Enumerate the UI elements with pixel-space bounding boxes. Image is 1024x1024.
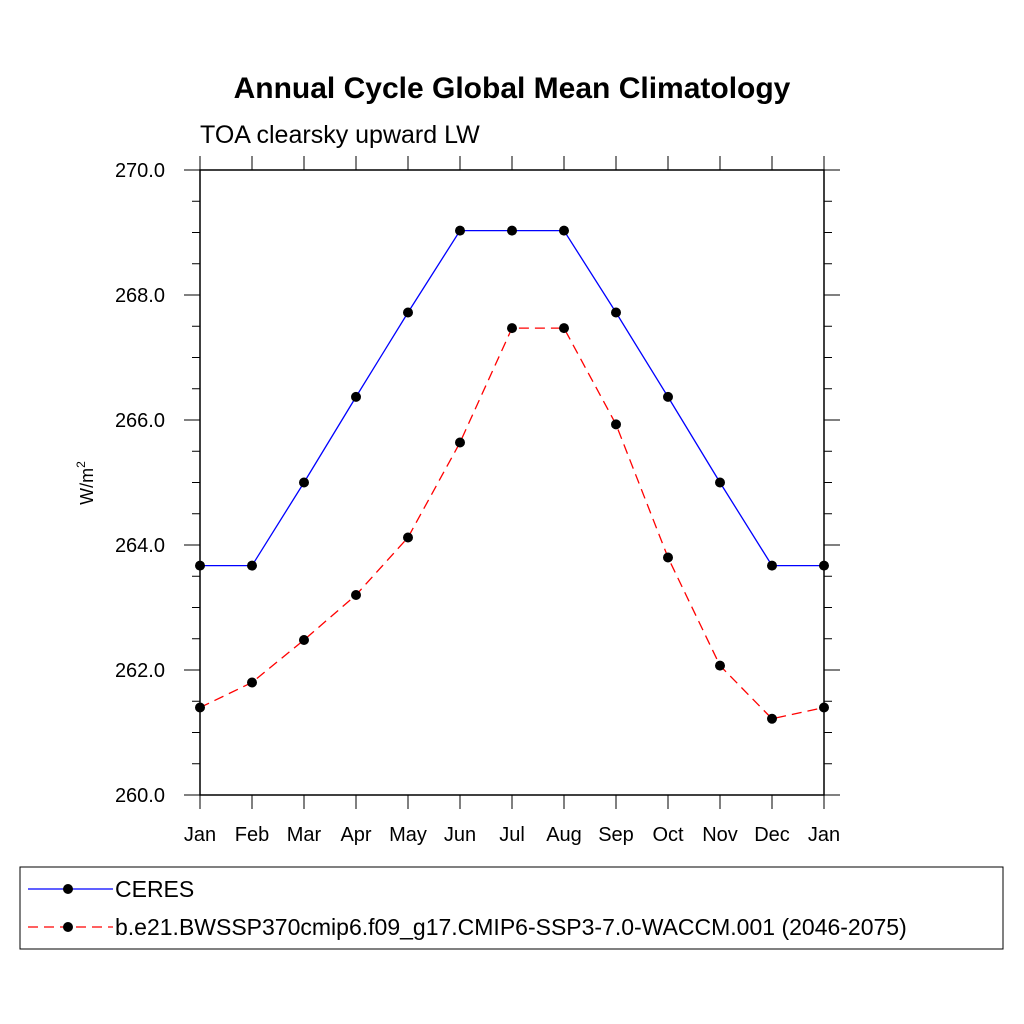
series-1-point bbox=[663, 391, 673, 402]
series-1-point bbox=[767, 560, 777, 571]
plot-frame bbox=[199, 169, 825, 796]
y-tick-label: 268.0 bbox=[115, 285, 165, 307]
y-tick-label: 260.0 bbox=[115, 785, 165, 807]
chart-title: Annual Cycle Global Mean Climatology bbox=[234, 72, 791, 105]
series-2-point bbox=[403, 532, 413, 543]
x-tick-label: Sep bbox=[598, 824, 634, 846]
series-2-point bbox=[299, 635, 309, 645]
legend-label-2: b.e21.BWSSP370cmip6.f09_g17.CMIP6-SSP3-7… bbox=[115, 914, 907, 940]
series-line-2 bbox=[199, 327, 825, 720]
chart-subtitle: TOA clearsky upward LW bbox=[200, 121, 480, 149]
x-tick-label: Dec bbox=[754, 824, 790, 846]
series-lines bbox=[199, 229, 825, 720]
x-tick-label: Oct bbox=[652, 824, 684, 846]
y-tick-label: 270.0 bbox=[115, 160, 165, 182]
series-1-point bbox=[351, 391, 361, 402]
axis-ticks: Jan Feb Mar Apr May Jun Jul Aug Sep Oct Nov Dec Jan 2… bbox=[115, 156, 840, 846]
x-tick-label: Mar bbox=[287, 824, 322, 846]
y-tick-label: 266.0 bbox=[115, 410, 165, 432]
x-tick-label: Jun bbox=[444, 824, 476, 846]
series-1-point bbox=[455, 225, 465, 236]
x-tick-label: Apr bbox=[340, 824, 371, 846]
series-line-1 bbox=[200, 229, 824, 567]
x-tick-label: May bbox=[389, 824, 427, 846]
svg-text:W/m2: W/m2 bbox=[74, 461, 97, 505]
legend-label-1: CERES bbox=[115, 876, 194, 902]
y-tick-label: 264.0 bbox=[115, 535, 165, 557]
series-1-point bbox=[299, 477, 309, 488]
y-axis-label-base: W/m bbox=[77, 468, 97, 505]
series-1-point bbox=[507, 225, 517, 236]
x-tick-label: Jan bbox=[808, 824, 840, 846]
x-tick-label: Nov bbox=[702, 824, 738, 846]
series-1-point bbox=[559, 225, 569, 236]
series-1-point bbox=[403, 307, 413, 318]
legend-swatch-marker-1 bbox=[63, 884, 73, 894]
y-axis-label: W/m2 bbox=[74, 461, 97, 505]
series-markers bbox=[195, 225, 829, 724]
series-2-point bbox=[819, 702, 829, 713]
legend-box bbox=[19, 866, 1004, 950]
series-2-point bbox=[663, 552, 673, 563]
series-1-point bbox=[611, 307, 621, 318]
series-2-point bbox=[455, 437, 465, 448]
legend: CERES b.e21.BWSSP370cmip6.f09_g17.CMIP6-S… bbox=[28, 876, 907, 940]
series-2-point bbox=[767, 713, 777, 724]
y-tick-label: 262.0 bbox=[115, 660, 165, 682]
series-2-point bbox=[611, 419, 621, 430]
series-2-point bbox=[247, 677, 257, 688]
y-axis-label-superscript: 2 bbox=[74, 461, 88, 468]
x-tick-label: Jan bbox=[184, 824, 216, 846]
series-1-point bbox=[247, 560, 257, 571]
x-tick-label: Feb bbox=[235, 824, 269, 846]
legend-swatch-marker-2 bbox=[63, 922, 73, 932]
series-2-point bbox=[351, 590, 361, 600]
x-tick-label: Jul bbox=[499, 824, 525, 846]
series-1-point bbox=[819, 560, 829, 571]
series-1-point bbox=[195, 560, 205, 571]
series-2-point bbox=[559, 323, 569, 334]
series-2-point bbox=[195, 702, 205, 713]
x-tick-label: Aug bbox=[546, 824, 582, 846]
series-2-point bbox=[507, 323, 517, 334]
series-2-point bbox=[715, 660, 725, 671]
series-1-point bbox=[715, 477, 725, 488]
